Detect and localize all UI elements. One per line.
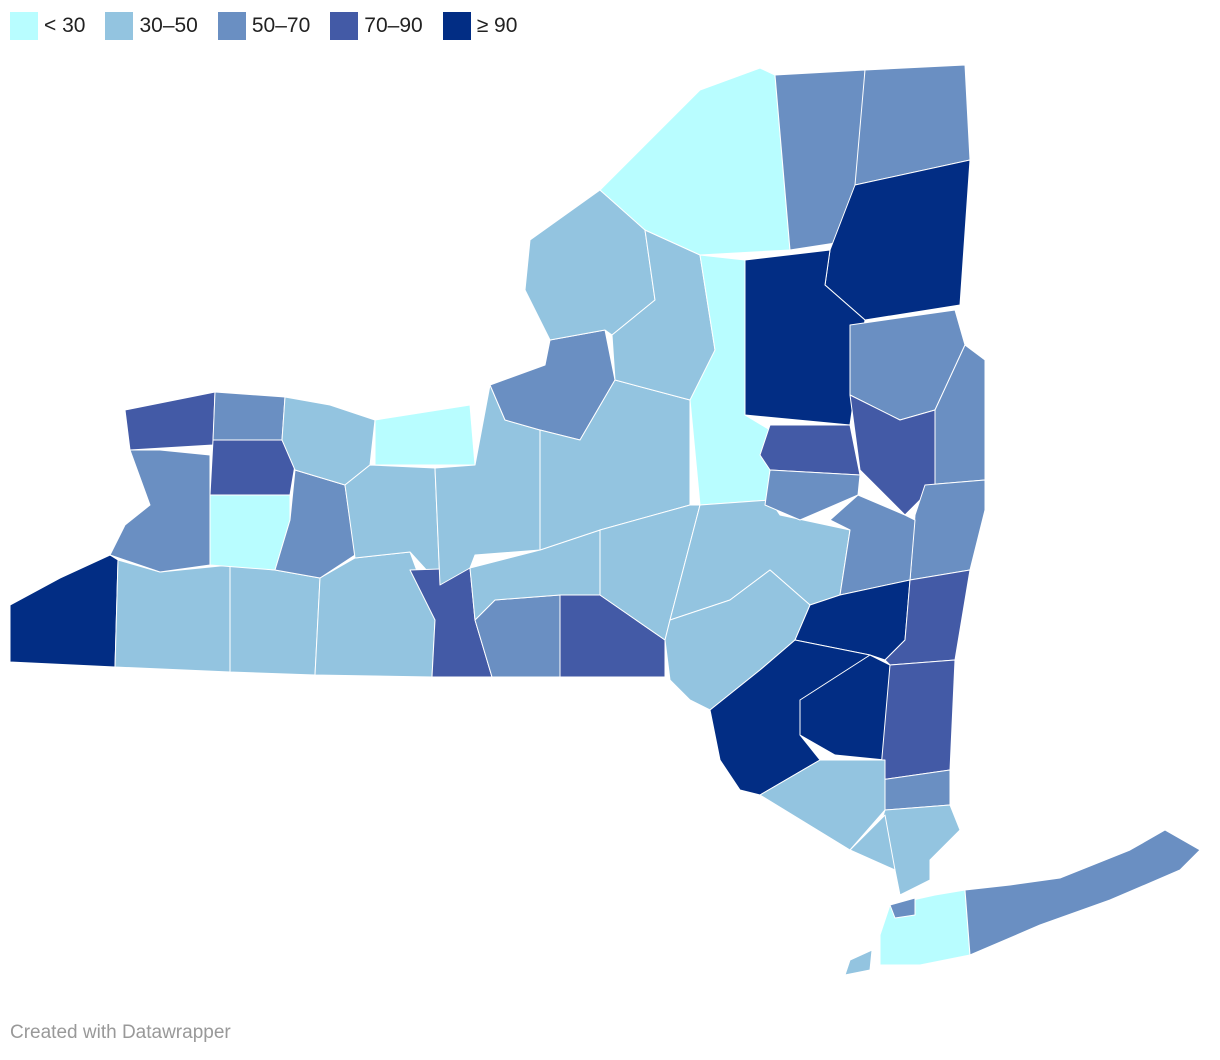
legend-swatch xyxy=(105,12,134,40)
county xyxy=(849,814,896,871)
county xyxy=(879,659,956,781)
county xyxy=(759,424,861,476)
legend: < 30 30–50 50–70 70–90 ≥ 90 xyxy=(10,12,517,40)
county xyxy=(109,449,211,573)
county xyxy=(229,564,321,676)
county xyxy=(844,949,873,976)
legend-swatch xyxy=(442,12,471,40)
county xyxy=(212,391,286,441)
legend-label: ≥ 90 xyxy=(476,14,518,37)
legend-label: 50–70 xyxy=(251,14,311,37)
county xyxy=(879,889,971,966)
legend-label: 30–50 xyxy=(139,14,198,37)
legend-item: < 30 xyxy=(10,12,85,40)
legend-label: < 30 xyxy=(44,14,86,37)
legend-item: ≥ 90 xyxy=(442,12,518,40)
county xyxy=(759,759,886,851)
legend-item: 30–50 xyxy=(105,12,198,40)
county xyxy=(124,391,216,451)
county xyxy=(909,479,986,581)
legend-label: 70–90 xyxy=(364,14,423,37)
county xyxy=(114,559,231,673)
county xyxy=(889,897,916,919)
legend-swatch xyxy=(217,12,246,40)
legend-swatch xyxy=(10,12,38,40)
legend-item: 50–70 xyxy=(217,12,311,40)
legend-swatch xyxy=(330,12,359,40)
county xyxy=(764,469,861,521)
county xyxy=(964,829,1201,956)
legend-item: 70–90 xyxy=(330,12,423,40)
footer: Created with Datawrapper xyxy=(10,1022,231,1043)
county xyxy=(9,554,119,668)
county xyxy=(374,404,476,466)
county xyxy=(209,439,296,496)
county xyxy=(879,804,961,896)
county xyxy=(539,379,691,551)
map xyxy=(9,64,1201,976)
